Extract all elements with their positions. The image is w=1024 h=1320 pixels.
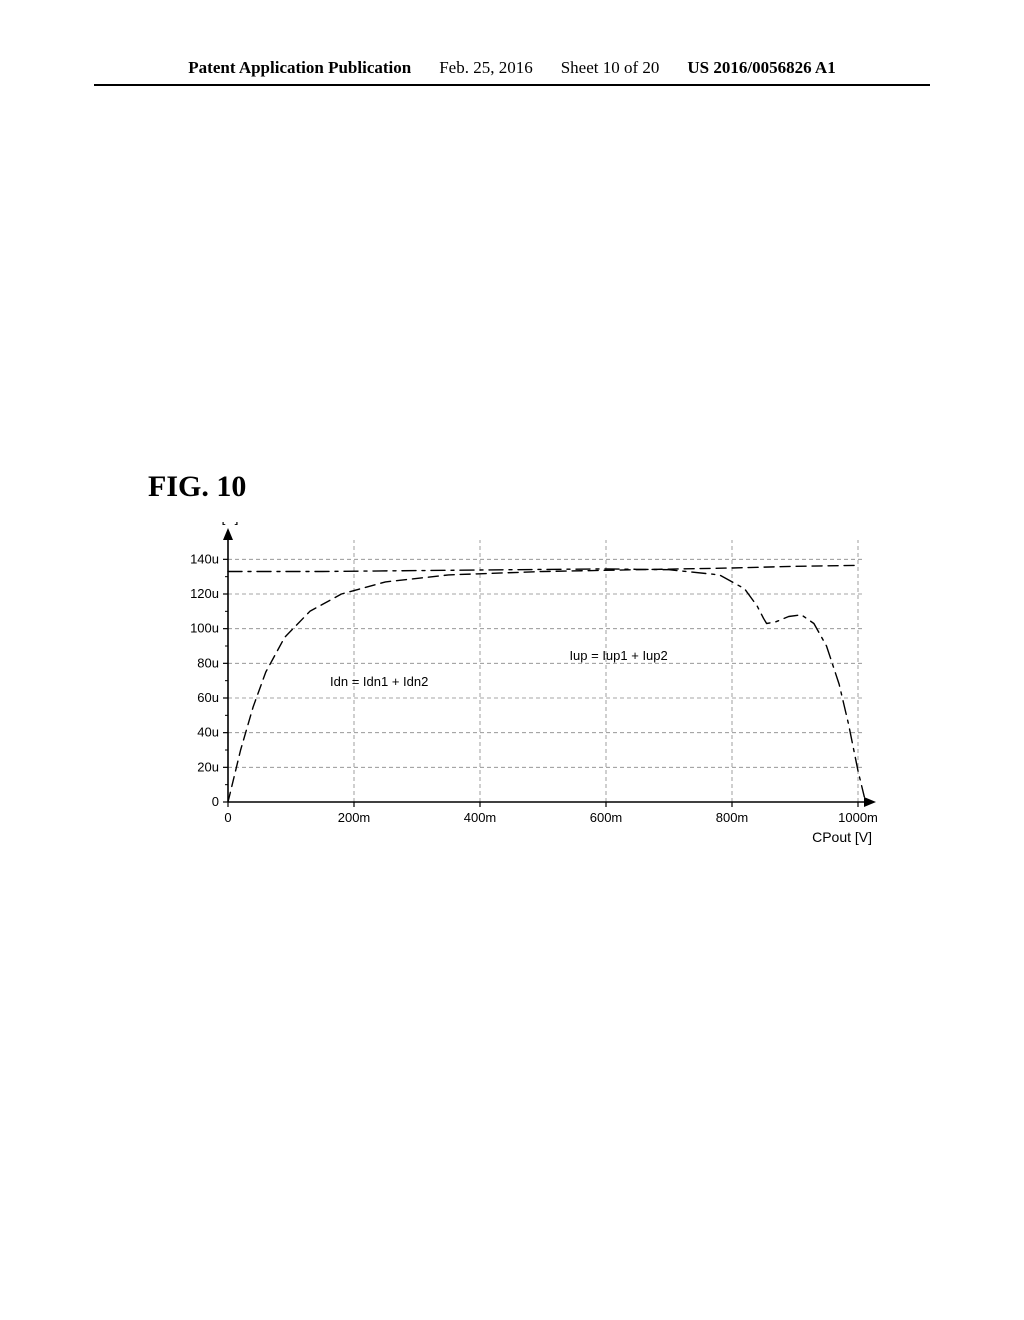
svg-text:[A]: [A] xyxy=(221,522,238,525)
svg-text:600m: 600m xyxy=(590,810,623,825)
svg-text:CPout [V]: CPout [V] xyxy=(812,829,872,845)
page-header: Patent Application Publication Feb. 25, … xyxy=(0,58,1024,78)
svg-text:200m: 200m xyxy=(338,810,371,825)
header-publication: Patent Application Publication xyxy=(188,58,411,78)
svg-text:80u: 80u xyxy=(197,655,219,670)
svg-text:100u: 100u xyxy=(190,621,219,636)
svg-text:Idn = Idn1 + Idn2: Idn = Idn1 + Idn2 xyxy=(330,674,428,689)
svg-text:60u: 60u xyxy=(197,690,219,705)
header-date: Feb. 25, 2016 xyxy=(439,58,533,78)
svg-text:800m: 800m xyxy=(716,810,749,825)
svg-text:0: 0 xyxy=(224,810,231,825)
header-sheet: Sheet 10 of 20 xyxy=(561,58,660,78)
svg-text:140u: 140u xyxy=(190,551,219,566)
figure-10: FIG. 10 0 20u 40u 60u 80u 100u 120u 140u 0 200m 40… xyxy=(148,470,888,852)
figure-title: FIG. 10 xyxy=(148,470,888,504)
svg-text:40u: 40u xyxy=(197,725,219,740)
svg-text:0: 0 xyxy=(212,794,219,809)
svg-text:400m: 400m xyxy=(464,810,497,825)
svg-text:1000m: 1000m xyxy=(838,810,878,825)
svg-text:120u: 120u xyxy=(190,586,219,601)
svg-text:Iup = Iup1 + Iup2: Iup = Iup1 + Iup2 xyxy=(569,648,667,663)
header-rule xyxy=(94,84,930,86)
chart-svg: 0 20u 40u 60u 80u 100u 120u 140u 0 200m 400m 600m 80… xyxy=(158,522,878,862)
svg-text:20u: 20u xyxy=(197,759,219,774)
header-docnum: US 2016/0056826 A1 xyxy=(687,58,835,78)
chart: 0 20u 40u 60u 80u 100u 120u 140u 0 200m 400m 600m 80… xyxy=(158,522,878,852)
